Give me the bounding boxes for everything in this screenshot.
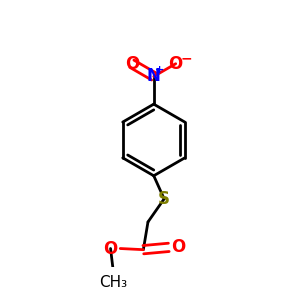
Text: O: O [171,238,186,256]
Text: −: − [180,51,192,65]
Text: S: S [158,190,170,208]
Text: +: + [155,65,164,75]
Text: O: O [169,55,183,73]
Text: N: N [147,68,161,85]
Text: O: O [103,239,118,257]
Text: O: O [125,55,139,73]
Text: CH₃: CH₃ [99,275,128,290]
